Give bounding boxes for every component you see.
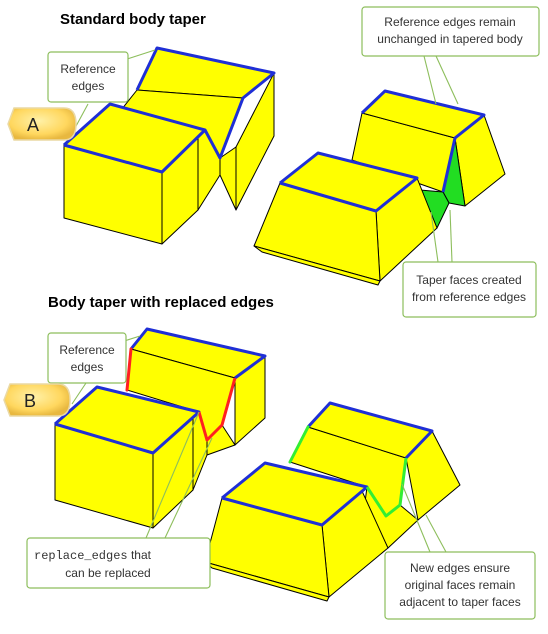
- callout-replace-edges: replace_edges that can be replaced: [26, 537, 211, 589]
- callout-line: Reference: [59, 343, 115, 357]
- callout-line: edges: [71, 360, 104, 374]
- callout-line: from reference edges: [412, 290, 526, 304]
- reference-edge-loop: [129, 327, 267, 380]
- callout-unchanged: Reference edges remain unchanged in tape…: [361, 6, 540, 57]
- badge-shape: [7, 107, 77, 141]
- tapered-body-a: [253, 89, 506, 286]
- badge-b: B: [3, 383, 71, 417]
- callout-box: [402, 261, 537, 318]
- callout-line: original faces remain: [405, 578, 516, 592]
- callout-line: New edges ensure: [410, 561, 510, 575]
- leader-line: [449, 209, 453, 263]
- reference-edge-loop: [135, 46, 276, 160]
- tapered-body-b: [204, 401, 461, 602]
- badge-label: A: [27, 115, 39, 135]
- code-token: replace_edges: [34, 549, 128, 563]
- callout-box: [26, 537, 211, 589]
- leader-line: [425, 514, 447, 553]
- callout-line: Taper faces created: [416, 273, 521, 287]
- leader-line: [145, 411, 200, 539]
- leader-line: [423, 55, 437, 105]
- bottom-face: [253, 245, 381, 286]
- notch-wall: [219, 146, 237, 211]
- leader-line: [430, 211, 439, 263]
- badge-label: B: [24, 391, 36, 411]
- callout-box: [361, 6, 540, 57]
- callout-box: [47, 51, 129, 103]
- badge-a: A: [7, 107, 77, 141]
- heading-replaced-edges: Body taper with replaced edges: [48, 294, 274, 311]
- callout-line: Reference edges remain: [384, 15, 515, 29]
- callout-line: can be replaced: [65, 566, 150, 580]
- badge-shape: [3, 383, 71, 417]
- callout-new-edges: New edges ensure original faces remain a…: [384, 551, 536, 620]
- new-edge: [365, 457, 408, 518]
- reference-edge-loop: [360, 89, 486, 193]
- callout-taper-faces: Taper faces created from reference edges: [402, 261, 537, 318]
- original-body-a: [63, 46, 276, 245]
- callout-line: unchanged in tapered body: [377, 32, 522, 46]
- callout-reference-edges-a: Reference edges: [47, 51, 129, 103]
- callout-box: [384, 551, 536, 620]
- leader-line: [71, 382, 87, 405]
- callout-text: that: [128, 548, 152, 562]
- callout-reference-edges-b: Reference edges: [47, 332, 127, 384]
- leader-line: [164, 437, 213, 539]
- callout-line: adjacent to taper faces: [399, 595, 520, 609]
- replaceable-edge: [197, 377, 237, 442]
- leader-lines: [71, 49, 459, 553]
- leader-line: [401, 483, 431, 553]
- leader-line: [74, 103, 89, 129]
- replaceable-edge: [125, 347, 133, 392]
- callout-line: edges: [72, 79, 105, 93]
- callout-box: [47, 332, 127, 384]
- new-edge: [288, 425, 310, 464]
- callout-line: Reference: [60, 62, 116, 76]
- reference-edge-loop: [279, 151, 419, 213]
- reference-edge-loop: [306, 401, 434, 460]
- leader-line: [435, 55, 459, 105]
- original-body-b: [54, 327, 267, 529]
- callout-line: replace_edges that: [34, 548, 152, 563]
- heading-standard-taper: Standard body taper: [60, 11, 206, 28]
